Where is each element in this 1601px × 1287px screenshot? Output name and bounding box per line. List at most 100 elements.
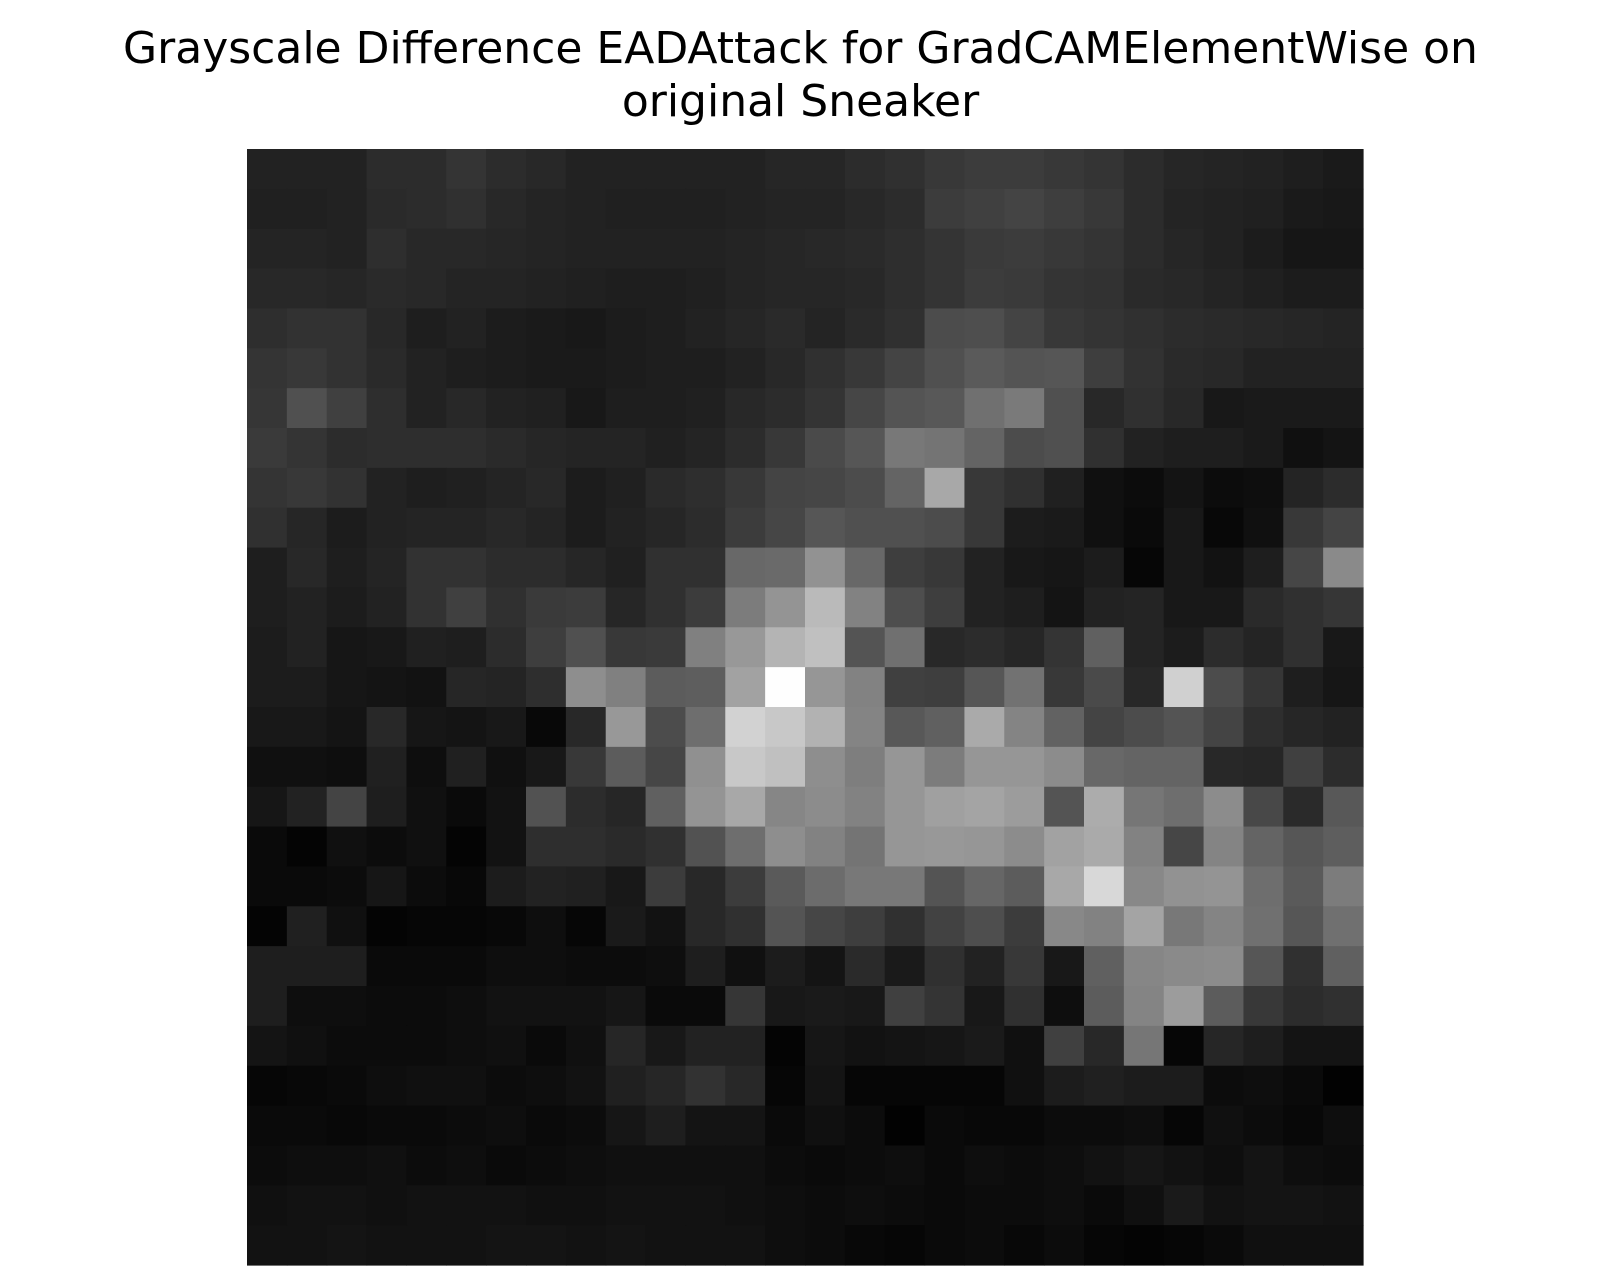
heatmap-cell bbox=[605, 1145, 647, 1186]
heatmap-cell bbox=[366, 507, 408, 549]
heatmap-cell bbox=[1243, 547, 1284, 589]
heatmap-cell bbox=[1283, 1105, 1324, 1147]
heatmap-cell bbox=[844, 1065, 886, 1107]
heatmap-cell bbox=[366, 268, 408, 310]
heatmap-cell bbox=[725, 388, 766, 429]
heatmap-cell bbox=[1084, 467, 1125, 509]
heatmap-cell bbox=[964, 188, 1005, 230]
heatmap-cell bbox=[565, 707, 607, 748]
heatmap-cell bbox=[924, 906, 966, 947]
heatmap-cell bbox=[1163, 587, 1205, 628]
heatmap-cell bbox=[446, 308, 487, 349]
heatmap-cell bbox=[366, 1065, 408, 1107]
heatmap-cell bbox=[1323, 627, 1364, 668]
heatmap-cell bbox=[1243, 1105, 1284, 1147]
heatmap-cell bbox=[685, 388, 726, 429]
heatmap-cell bbox=[1323, 1145, 1364, 1186]
heatmap-cell bbox=[1004, 1145, 1045, 1186]
heatmap-cell bbox=[964, 1065, 1005, 1107]
heatmap-cell bbox=[247, 428, 288, 469]
heatmap-cell bbox=[884, 1145, 926, 1186]
heatmap-cell bbox=[526, 906, 567, 947]
heatmap-cell bbox=[446, 507, 487, 549]
heatmap-cell bbox=[486, 627, 527, 668]
heatmap-cell bbox=[844, 388, 886, 429]
heatmap-cell bbox=[1123, 986, 1165, 1027]
heatmap-cell bbox=[286, 1225, 328, 1266]
heatmap-cell bbox=[1323, 707, 1364, 748]
heatmap-cell bbox=[486, 149, 527, 190]
heatmap-cell bbox=[685, 428, 726, 469]
heatmap-cell bbox=[526, 786, 567, 828]
heatmap-cell bbox=[1123, 547, 1165, 589]
heatmap-cell bbox=[565, 1185, 607, 1226]
heatmap-cell bbox=[486, 826, 527, 868]
heatmap-cell bbox=[924, 149, 966, 190]
heatmap-cell bbox=[805, 1065, 846, 1107]
heatmap-cell bbox=[1203, 786, 1245, 828]
heatmap-cell bbox=[486, 467, 527, 509]
heatmap-cell bbox=[685, 1145, 726, 1186]
heatmap-cell bbox=[366, 547, 408, 589]
heatmap-cell bbox=[765, 866, 806, 907]
heatmap-cell bbox=[406, 268, 447, 310]
heatmap-cell bbox=[1283, 228, 1324, 270]
heatmap-cell bbox=[247, 507, 288, 549]
heatmap-cell bbox=[725, 627, 766, 668]
heatmap-cell bbox=[1243, 268, 1284, 310]
heatmap-cell bbox=[1163, 786, 1205, 828]
heatmap-cell bbox=[406, 467, 447, 509]
heatmap-cell bbox=[1044, 1145, 1085, 1186]
heatmap-cell bbox=[964, 746, 1005, 788]
heatmap-cell bbox=[765, 707, 806, 748]
heatmap-cell bbox=[406, 946, 447, 987]
heatmap-cell bbox=[247, 866, 288, 907]
heatmap-cell bbox=[1163, 1145, 1205, 1186]
heatmap-cell bbox=[326, 627, 368, 668]
heatmap-cell bbox=[605, 428, 647, 469]
heatmap-cell bbox=[765, 188, 806, 230]
heatmap-cell bbox=[805, 1225, 846, 1266]
heatmap-cell bbox=[286, 986, 328, 1027]
heatmap-cell bbox=[1203, 667, 1245, 708]
heatmap-cell bbox=[486, 1105, 527, 1147]
heatmap-cell bbox=[884, 786, 926, 828]
heatmap-cell bbox=[645, 467, 687, 509]
heatmap-cell bbox=[605, 906, 647, 947]
heatmap-cell bbox=[685, 228, 726, 270]
heatmap-cell bbox=[286, 826, 328, 868]
heatmap-cell bbox=[326, 428, 368, 469]
heatmap-cell bbox=[1323, 188, 1364, 230]
heatmap-cell bbox=[486, 746, 527, 788]
heatmap-cell bbox=[1283, 149, 1324, 190]
heatmap-cell bbox=[605, 1105, 647, 1147]
heatmap-cell bbox=[1163, 707, 1205, 748]
heatmap-cell bbox=[247, 627, 288, 668]
heatmap-cell bbox=[1163, 866, 1205, 907]
heatmap-cell bbox=[645, 188, 687, 230]
heatmap-cell bbox=[406, 1185, 447, 1226]
heatmap-cell bbox=[1123, 1025, 1165, 1067]
heatmap-cell bbox=[526, 1185, 567, 1226]
heatmap-cell bbox=[1323, 1105, 1364, 1147]
heatmap-cell bbox=[1044, 707, 1085, 748]
heatmap-cell bbox=[645, 627, 687, 668]
heatmap-cell bbox=[1323, 507, 1364, 549]
heatmap-cell bbox=[924, 467, 966, 509]
heatmap-cell bbox=[1044, 627, 1085, 668]
heatmap-cell bbox=[884, 866, 926, 907]
heatmap-cell bbox=[805, 1145, 846, 1186]
heatmap-cell bbox=[526, 268, 567, 310]
heatmap-cell bbox=[685, 507, 726, 549]
heatmap-cell bbox=[1203, 467, 1245, 509]
heatmap-cell bbox=[286, 667, 328, 708]
heatmap-cell bbox=[685, 467, 726, 509]
heatmap-cell bbox=[1084, 946, 1125, 987]
heatmap-cell bbox=[446, 946, 487, 987]
heatmap-cell bbox=[1004, 188, 1045, 230]
heatmap-cell bbox=[1203, 1185, 1245, 1226]
heatmap-cell bbox=[565, 388, 607, 429]
heatmap-cell bbox=[844, 906, 886, 947]
heatmap-cell bbox=[247, 149, 288, 190]
heatmap-cell bbox=[247, 786, 288, 828]
